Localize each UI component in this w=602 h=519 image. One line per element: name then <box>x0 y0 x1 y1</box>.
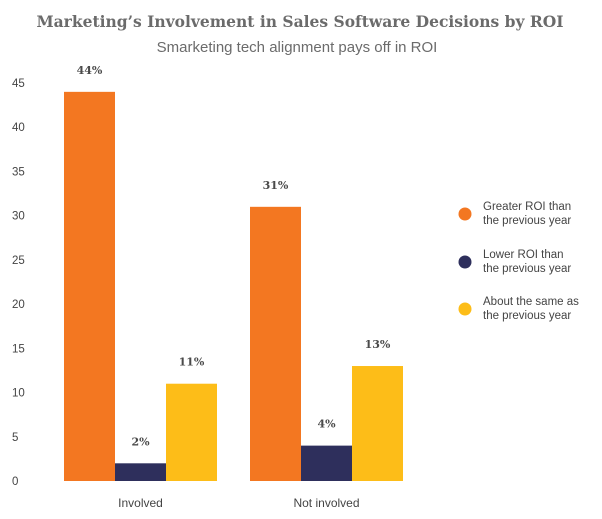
legend-marker <box>458 302 472 316</box>
y-tick-label: 20 <box>12 299 25 311</box>
data-label: 31% <box>263 179 289 192</box>
y-tick-label: 0 <box>12 476 18 488</box>
category-label: Not involved <box>293 496 359 510</box>
chart-subtitle: Smarketing tech alignment pays off in RO… <box>157 39 438 56</box>
legend-label: the previous year <box>483 263 571 275</box>
legend: Greater ROI than the previous year Lower R… <box>458 201 579 322</box>
legend-marker <box>458 207 472 221</box>
data-label: 44% <box>77 64 103 77</box>
legend-label: the previous year <box>483 215 571 227</box>
chart-title: Marketing’s Involvement in Sales Softwar… <box>36 12 563 31</box>
data-label: 2% <box>131 435 150 448</box>
data-label: 13% <box>365 338 391 351</box>
bar <box>115 463 166 481</box>
y-tick-label: 5 <box>12 432 18 444</box>
data-label: 11% <box>179 356 205 369</box>
y-tick-label: 30 <box>12 211 25 223</box>
y-tick-label: 25 <box>12 255 25 267</box>
bar <box>166 383 217 481</box>
y-axis: 0 5 10 15 20 25 30 35 40 45 <box>12 78 25 488</box>
legend-marker <box>458 255 472 269</box>
bar <box>64 91 115 481</box>
y-tick-label: 40 <box>12 122 25 134</box>
data-label: 4% <box>317 418 336 431</box>
y-tick-label: 15 <box>12 343 25 355</box>
legend-label: Greater ROI than <box>483 201 571 213</box>
x-axis: Involved Not involved <box>118 496 359 510</box>
y-tick-label: 35 <box>12 166 25 178</box>
category-label: Involved <box>118 496 163 510</box>
bar <box>352 366 403 481</box>
legend-label: Lower ROI than <box>483 249 564 261</box>
y-tick-label: 10 <box>12 388 25 400</box>
bars: 44% 31% 2% 4% 11% 13% <box>64 64 403 482</box>
legend-label: the previous year <box>483 310 571 322</box>
bar <box>301 445 352 481</box>
bar <box>250 206 301 482</box>
legend-label: About the same as <box>483 296 579 308</box>
y-tick-label: 45 <box>12 78 25 90</box>
